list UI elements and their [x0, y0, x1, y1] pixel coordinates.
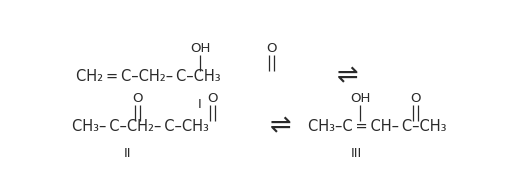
- Text: I: I: [198, 98, 202, 111]
- Text: OH: OH: [350, 92, 371, 105]
- Text: O: O: [410, 92, 421, 105]
- Text: O: O: [266, 42, 276, 55]
- Text: CH₃– C–CH₂– C–CH₃: CH₃– C–CH₂– C–CH₃: [72, 119, 209, 134]
- Text: III: III: [351, 147, 362, 160]
- Text: O: O: [207, 92, 218, 105]
- Text: CH₃–C = CH– C–CH₃: CH₃–C = CH– C–CH₃: [308, 119, 446, 134]
- Text: II: II: [124, 147, 131, 160]
- Text: CH₂ = C–CH₂– C–CH₃: CH₂ = C–CH₂– C–CH₃: [76, 69, 221, 84]
- Text: O: O: [132, 92, 143, 105]
- Text: OH: OH: [190, 42, 210, 55]
- Text: ⇌: ⇌: [269, 113, 291, 139]
- Text: ⇌: ⇌: [337, 63, 358, 89]
